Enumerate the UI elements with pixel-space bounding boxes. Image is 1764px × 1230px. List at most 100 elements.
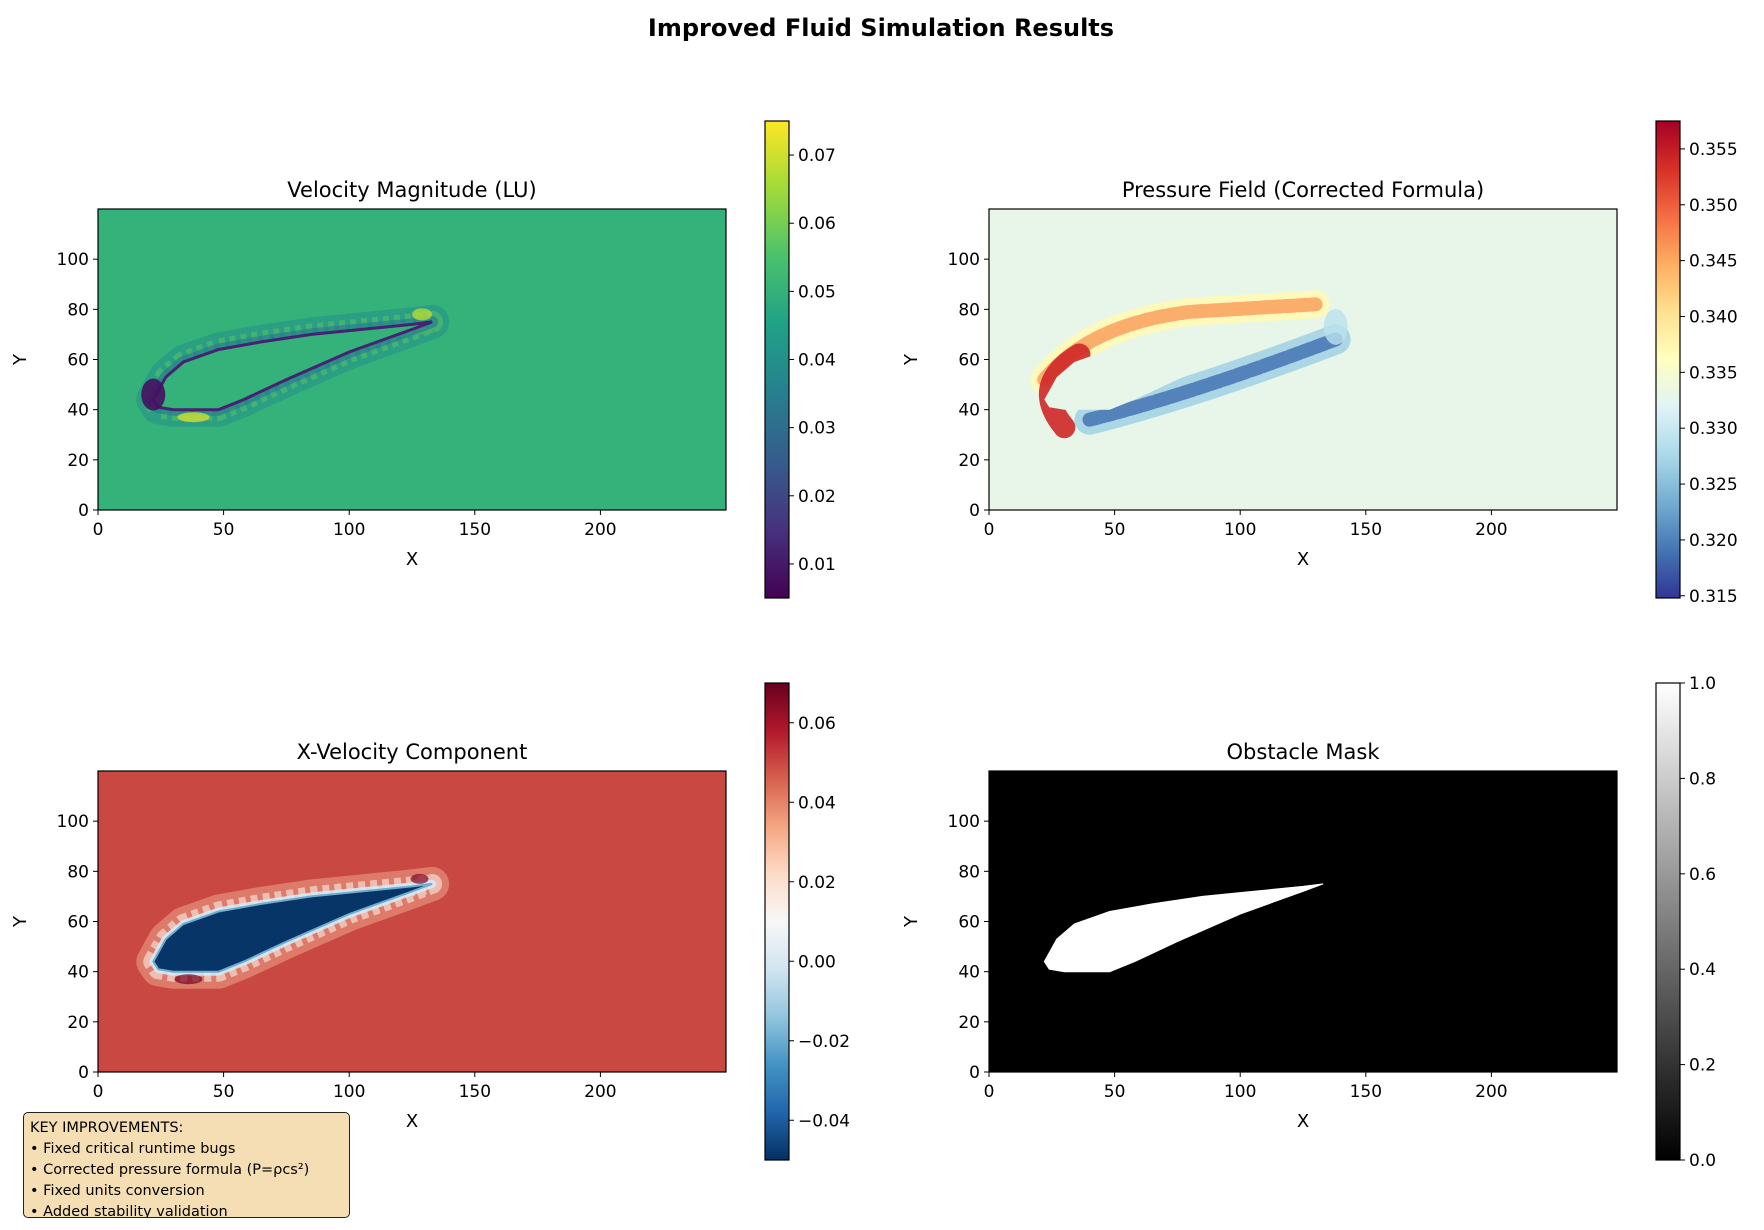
x-tick-label: 150: [1350, 1082, 1382, 1102]
colorbar-tick-label: 0.06: [798, 214, 836, 234]
colorbar-tick-label: 0.04: [798, 351, 836, 371]
note-line: • Corrected pressure formula (P=ρcs²): [30, 1162, 310, 1178]
y-tick-label: 60: [67, 913, 89, 933]
obstacle-interior: [152, 882, 433, 973]
y-tick-label: 80: [958, 862, 980, 882]
x-tick-label: 0: [984, 520, 995, 540]
obstacle-interior: [1044, 321, 1324, 410]
y-axis-label: Y: [901, 353, 922, 366]
colorbar-tick-label: 0.2: [1689, 1056, 1716, 1076]
colorbar-tick-label: 0.00: [798, 952, 836, 972]
y-tick-label: 60: [958, 913, 980, 933]
y-tick-label: 0: [969, 1063, 980, 1083]
x-tick-label: 0: [984, 1082, 995, 1102]
y-tick-label: 0: [78, 1063, 89, 1083]
y-tick-label: 40: [958, 401, 980, 421]
y-axis-label: Y: [10, 353, 31, 366]
note-line: • Fixed units conversion: [30, 1183, 205, 1199]
colorbar-tick-label: 0.315: [1689, 587, 1738, 607]
colorbar-tick-label: 0.07: [798, 146, 836, 166]
y-tick-label: 100: [948, 812, 980, 832]
chart-panel-2: Pressure Field (Corrected Formula) 0 50 100…: [901, 120, 1738, 607]
x-axis-label: X: [1297, 1111, 1309, 1132]
field-area: [989, 209, 1617, 510]
x-tick-label: 100: [1224, 1082, 1256, 1102]
trailing-fast-spot: [410, 873, 429, 884]
y-tick-label: 80: [958, 300, 980, 320]
figure-title: Improved Fluid Simulation Results: [648, 14, 1114, 42]
x-tick-label: 200: [584, 1082, 616, 1102]
chart-panel-1: Velocity Magnitude (LU) 0 50 100 150 200 0 20 40…: [10, 120, 836, 599]
colorbar-tick-label: 0.04: [798, 793, 836, 813]
note-line: KEY IMPROVEMENTS:: [30, 1120, 184, 1136]
x-tick-label: 50: [1104, 1082, 1126, 1102]
colorbar-tick-label: 0.330: [1689, 419, 1738, 439]
field-area: [98, 771, 726, 1072]
x-tick-label: 150: [459, 520, 491, 540]
x-axis-label: X: [1297, 549, 1309, 570]
stagnation-high: [1039, 343, 1091, 439]
x-tick-label: 100: [1224, 520, 1256, 540]
y-tick-label: 20: [958, 1013, 980, 1033]
colorbar-tick-label: 0.6: [1689, 865, 1716, 885]
panel-title: Pressure Field (Corrected Formula): [1122, 178, 1484, 202]
y-tick-label: 100: [57, 812, 89, 832]
x-tick-label: 0: [93, 1082, 104, 1102]
y-tick-label: 20: [67, 451, 89, 471]
colorbar-tick-label: 0.01: [798, 555, 836, 575]
colorbar-tick-label: 0.03: [798, 419, 836, 439]
y-tick-label: 0: [78, 501, 89, 521]
y-tick-label: 100: [948, 250, 980, 270]
colorbar: [1655, 120, 1681, 599]
x-axis-label: X: [406, 549, 418, 570]
trailing-pressure-blob: [1323, 308, 1348, 345]
y-axis-label: Y: [10, 915, 31, 928]
lower-high-spot: [177, 412, 210, 423]
y-tick-label: 80: [67, 862, 89, 882]
x-tick-label: 50: [1104, 520, 1126, 540]
colorbar-tick-label: 0.320: [1689, 531, 1738, 551]
leading-edge-low: [141, 378, 166, 411]
note-line: • Fixed critical runtime bugs: [30, 1141, 236, 1157]
colorbar-tick-label: 0.02: [798, 487, 836, 507]
x-tick-label: 50: [213, 1082, 235, 1102]
chart-panel-3: X-Velocity Component 0 50 100 150 200 0 20 40 60 8…: [10, 682, 850, 1161]
y-tick-label: 80: [67, 300, 89, 320]
x-tick-label: 50: [213, 520, 235, 540]
y-tick-label: 0: [969, 501, 980, 521]
y-axis-label: Y: [901, 915, 922, 928]
lower-fast-spot: [174, 974, 203, 985]
y-tick-label: 40: [67, 963, 89, 983]
x-tick-label: 200: [584, 520, 616, 540]
x-tick-label: 200: [1475, 520, 1507, 540]
improvements-note: KEY IMPROVEMENTS: • Fixed critical runti…: [23, 1112, 350, 1218]
colorbar-tick-label: 0.345: [1689, 252, 1738, 272]
colorbar-tick-label: 0.335: [1689, 363, 1738, 383]
trailing-high-spot: [412, 308, 433, 321]
colorbar-tick-label: 0.350: [1689, 196, 1738, 216]
field-area: [98, 209, 726, 510]
y-tick-label: 40: [67, 401, 89, 421]
x-tick-label: 150: [1350, 520, 1382, 540]
panel-title: Obstacle Mask: [1227, 740, 1381, 764]
chart-panel-4: Obstacle Mask 0 50 100 150 200 0 20 40 60 80 100 X Y 0…: [901, 674, 1716, 1171]
note-line: • Added stability validation: [30, 1204, 228, 1218]
x-tick-label: 150: [459, 1082, 491, 1102]
x-tick-label: 0: [93, 520, 104, 540]
lower-pressure-core: [1082, 332, 1343, 427]
x-tick-label: 100: [333, 520, 365, 540]
colorbar-tick-label: 0.325: [1689, 475, 1738, 495]
panel-title: Velocity Magnitude (LU): [287, 178, 536, 202]
obstacle-mask: [1043, 883, 1324, 973]
colorbar-tick-label: −0.02: [798, 1032, 850, 1052]
colorbar-tick-label: 0.355: [1689, 140, 1738, 160]
obstacle-rim: [151, 320, 433, 412]
colorbar-tick-label: 0.0: [1689, 1151, 1716, 1171]
y-tick-label: 20: [958, 451, 980, 471]
colorbar-tick-label: 0.02: [798, 873, 836, 893]
y-tick-label: 40: [958, 963, 980, 983]
y-tick-label: 60: [958, 351, 980, 371]
field-area: [989, 771, 1617, 1072]
colorbar: [764, 120, 790, 599]
